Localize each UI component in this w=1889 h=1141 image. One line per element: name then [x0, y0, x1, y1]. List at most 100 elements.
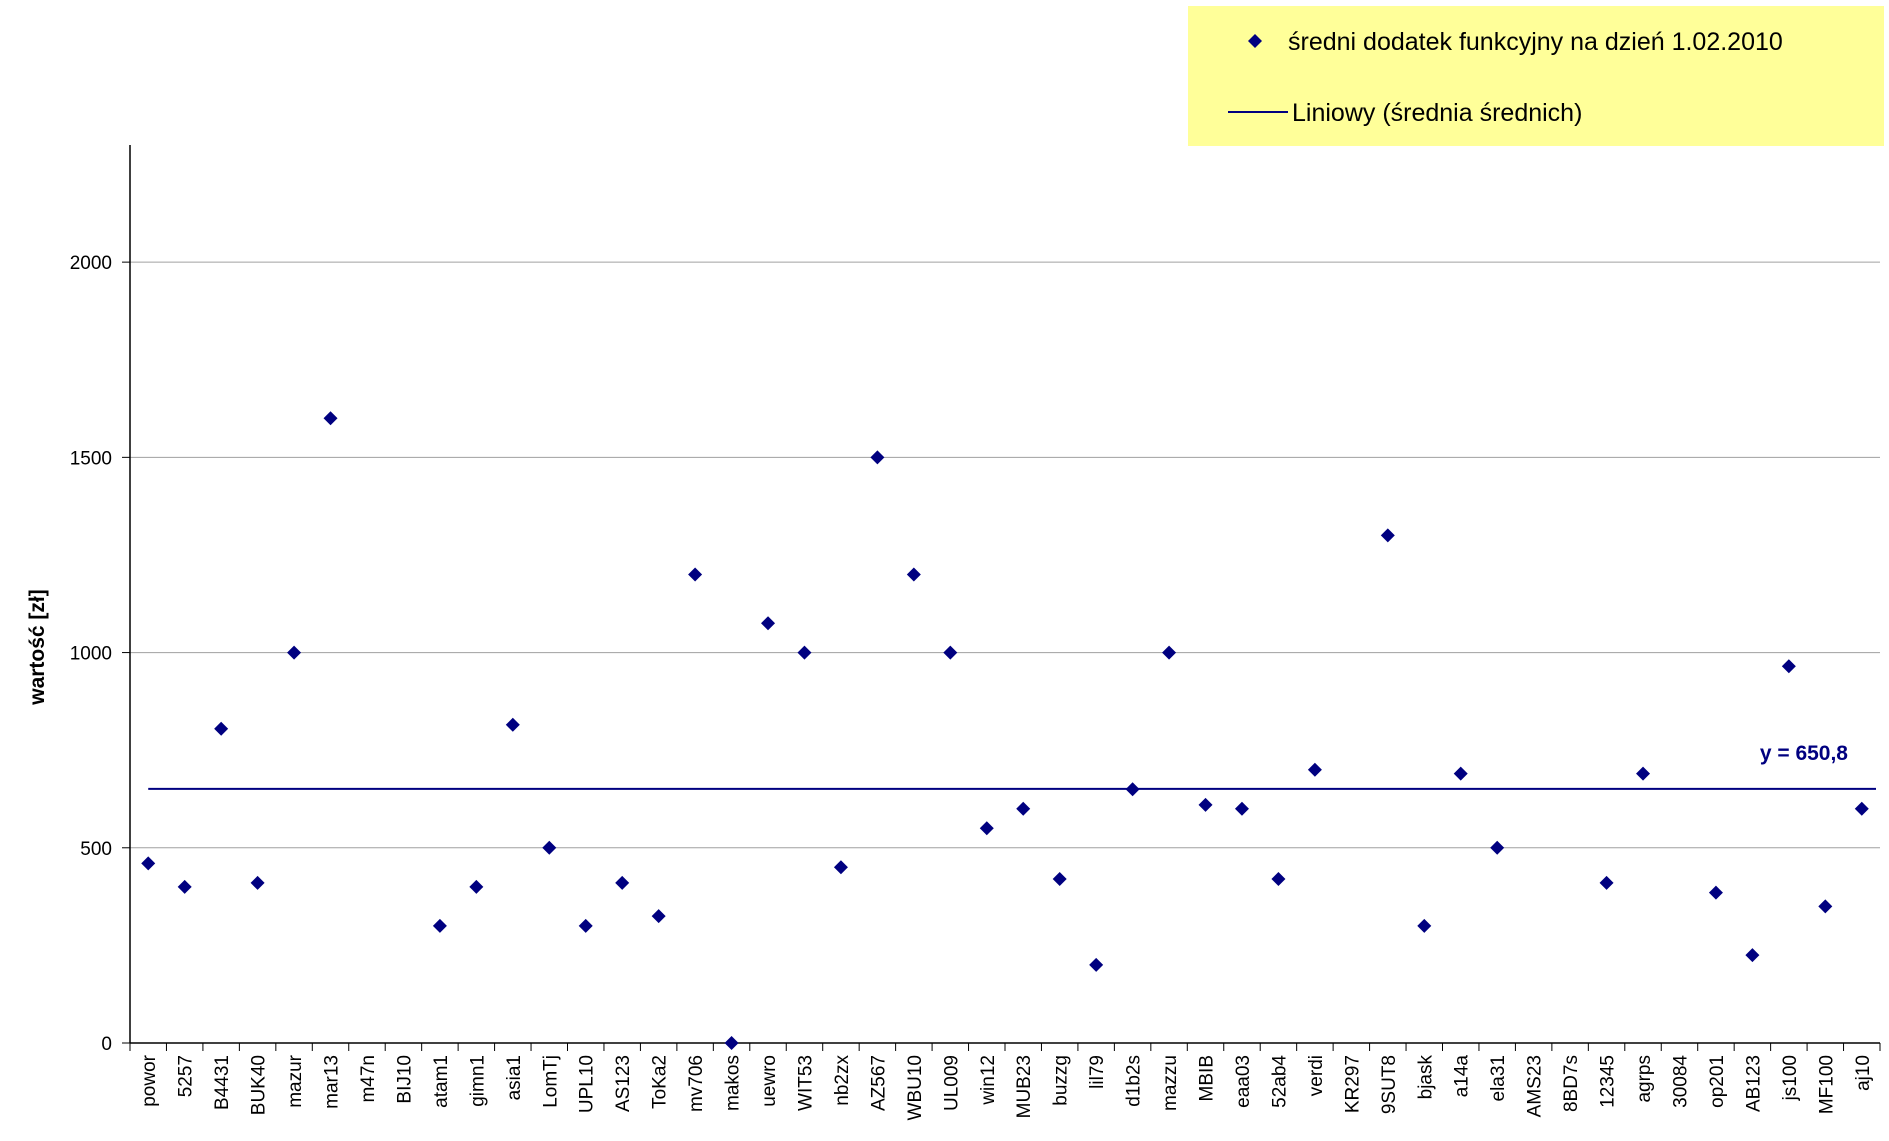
data-point — [578, 918, 593, 933]
x-tick-label: lil79 — [1087, 1055, 1108, 1089]
data-point — [287, 645, 302, 660]
legend-label-series: średni dodatek funkcyjny na dzień 1.02.2… — [1288, 28, 1783, 56]
x-tick-label: mazzu — [1160, 1055, 1181, 1111]
x-tick-label: verdi — [1306, 1055, 1327, 1096]
x-tick-label: B4431 — [212, 1055, 233, 1110]
y-tick-label: 1500 — [70, 448, 112, 469]
x-tick-label: 9SUT8 — [1379, 1055, 1400, 1114]
x-tick-label: buzzg — [1051, 1055, 1072, 1106]
x-tick-label: WBU10 — [905, 1055, 926, 1120]
x-tick-label: AZ567 — [868, 1055, 889, 1111]
x-tick-label: WIT53 — [795, 1055, 816, 1111]
x-axis-ticks: powor 5257 B4431 BUK40 mazur mar13 m47n BIJ10 at… — [129, 1043, 1881, 1120]
x-tick-label: aj10 — [1853, 1055, 1874, 1091]
y-tick-label: 500 — [80, 839, 112, 860]
x-tick-label: ela31 — [1488, 1055, 1509, 1102]
x-tick-label: UL009 — [941, 1055, 962, 1111]
data-point — [651, 909, 666, 924]
data-point — [761, 616, 776, 631]
x-tick-label: win12 — [978, 1055, 999, 1106]
x-tick-label: 5257 — [176, 1055, 197, 1097]
y-tick-label: 2000 — [70, 253, 112, 274]
data-point — [688, 567, 703, 582]
data-point — [1745, 948, 1760, 963]
x-tick-label: 8BD7s — [1561, 1055, 1582, 1112]
data-point — [833, 860, 848, 875]
data-point — [505, 717, 520, 732]
x-tick-label: asia1 — [504, 1055, 525, 1100]
data-point — [432, 918, 447, 933]
x-tick-label: m47n — [358, 1055, 379, 1103]
data-point — [469, 879, 484, 894]
x-tick-label: powor — [139, 1054, 160, 1106]
data-point — [615, 875, 630, 890]
data-point — [1234, 801, 1249, 816]
legend-label-trend: Liniowy (średnia średnich) — [1292, 99, 1582, 127]
x-tick-label: nb2zx — [832, 1055, 853, 1106]
data-point — [906, 567, 921, 582]
y-axis-title: wartość [zł] — [26, 589, 49, 706]
data-point — [323, 411, 338, 426]
x-tick-label: MF100 — [1816, 1055, 1837, 1114]
x-tick-label: gimn1 — [467, 1055, 488, 1107]
data-point — [979, 821, 994, 836]
data-point — [141, 856, 156, 871]
data-point — [870, 450, 885, 465]
x-tick-label: js100 — [1780, 1055, 1801, 1101]
x-tick-label: agrps — [1634, 1055, 1655, 1103]
x-tick-label: eaa03 — [1233, 1055, 1254, 1108]
data-point — [797, 645, 812, 660]
x-tick-label: 52ab4 — [1269, 1055, 1290, 1108]
data-point — [1781, 659, 1796, 674]
data-points — [141, 411, 1869, 1050]
x-tick-label: ToKa2 — [650, 1055, 671, 1109]
data-point — [250, 875, 265, 890]
y-tick-label: 0 — [101, 1034, 112, 1055]
data-point — [177, 879, 192, 894]
data-point — [1198, 797, 1213, 812]
legend: średni dodatek funkcyjny na dzień 1.02.2… — [1188, 6, 1884, 146]
x-tick-label: uewro — [759, 1055, 780, 1107]
x-tick-label: MUB23 — [1014, 1055, 1035, 1118]
x-tick-label: MBIB — [1197, 1055, 1218, 1101]
legend-marker-diamond — [1248, 34, 1262, 48]
x-tick-label: d1b2s — [1124, 1055, 1145, 1107]
x-tick-label: 12345 — [1598, 1055, 1619, 1108]
x-tick-label: AS123 — [613, 1055, 634, 1112]
x-tick-label: mv706 — [686, 1055, 707, 1112]
data-point — [1417, 918, 1432, 933]
data-point — [724, 1036, 739, 1050]
data-point — [214, 721, 229, 736]
x-tick-label: mazur — [285, 1054, 306, 1107]
data-point — [1271, 872, 1286, 887]
x-tick-label: 30084 — [1670, 1055, 1691, 1108]
x-tick-label: atam1 — [431, 1055, 452, 1108]
data-point — [1125, 782, 1140, 797]
data-point — [1490, 840, 1505, 855]
x-tick-label: KR297 — [1342, 1055, 1363, 1113]
data-point — [1162, 645, 1177, 660]
data-point — [1052, 872, 1067, 887]
data-point — [1307, 762, 1322, 777]
data-point — [1016, 801, 1031, 816]
data-point — [1380, 528, 1395, 543]
x-tick-label: BIJ10 — [394, 1055, 415, 1104]
y-tick-label: 1000 — [70, 644, 112, 665]
x-tick-label: op201 — [1707, 1055, 1728, 1108]
x-tick-label: BUK40 — [249, 1055, 270, 1115]
data-point — [1453, 766, 1468, 781]
x-tick-label: mar13 — [322, 1055, 343, 1109]
data-point — [1854, 801, 1869, 816]
x-tick-label: AB123 — [1743, 1055, 1764, 1112]
x-tick-label: bjask — [1415, 1055, 1436, 1100]
data-point — [542, 840, 557, 855]
axes — [129, 145, 1880, 1044]
data-point — [1599, 875, 1614, 890]
data-point — [1089, 957, 1104, 972]
data-point — [1636, 766, 1651, 781]
x-tick-label: makos — [723, 1055, 744, 1111]
x-tick-label: UPL10 — [577, 1055, 598, 1113]
x-tick-label: LomTj — [540, 1055, 561, 1108]
x-tick-label: a14a — [1452, 1055, 1473, 1098]
